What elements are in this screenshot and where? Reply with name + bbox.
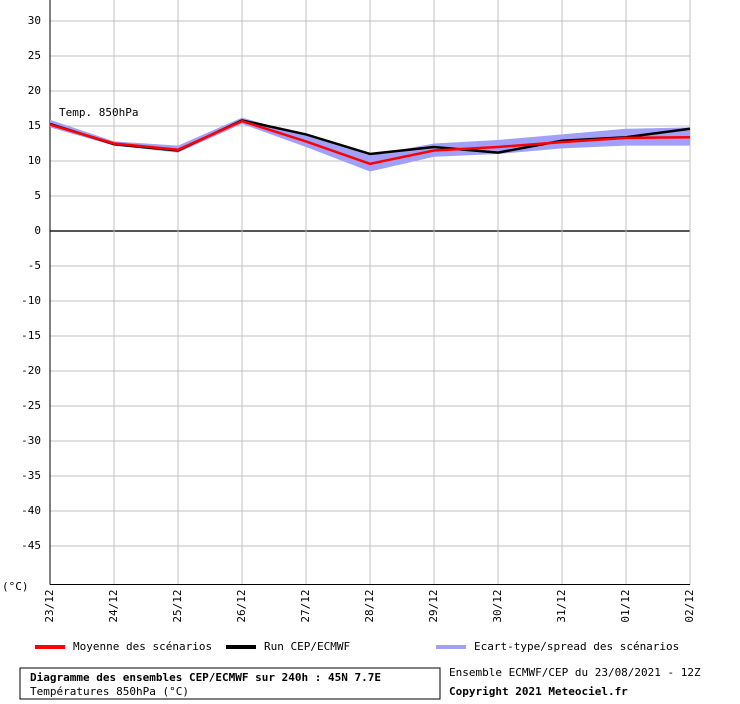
x-tick-label: 30/12 [491,590,504,623]
footer-box [19,667,441,700]
y-tick-label: 0 [34,224,41,237]
x-tick-label: 24/12 [107,590,120,623]
y-tick-label: -35 [21,469,41,482]
footer-title: Diagramme des ensembles CEP/ECMWF sur 24… [30,671,381,684]
y-axis-label: (°C) [2,580,29,593]
y-tick-label: -45 [21,539,41,552]
x-tick-label: 23/12 [43,590,56,623]
series-line [49,119,691,166]
y-tick-label: -25 [21,399,41,412]
x-tick-label: 01/12 [619,590,632,623]
legend-label: Ecart-type/spread des scénarios [474,640,679,653]
x-tick-label: 29/12 [427,590,440,623]
y-tick-label: -40 [21,504,41,517]
y-tick-label: -20 [21,364,41,377]
y-tick-label: -15 [21,329,41,342]
y-tick-label: 25 [28,49,41,62]
spread-band [50,117,690,172]
y-tick-label: 10 [28,154,41,167]
y-tick-label: -30 [21,434,41,447]
y-tick-label: 15 [28,119,41,132]
legend-label: Moyenne des scénarios [73,640,212,653]
x-tick-label: 02/12 [683,590,696,623]
footer-subtitle: Températures 850hPa (°C) [30,685,189,698]
y-tick-label: -10 [21,294,41,307]
x-tick-label: 31/12 [555,590,568,623]
x-tick-label: 27/12 [299,590,312,623]
y-tick-label: -5 [28,259,41,272]
x-tick-label: 26/12 [235,590,248,623]
footer-run: Ensemble ECMWF/CEP du 23/08/2021 - 12Z [449,666,701,679]
y-tick-label: 20 [28,84,41,97]
legend-label: Run CEP/ECMWF [264,640,350,653]
x-tick-label: 28/12 [363,590,376,623]
y-tick-label: 5 [34,189,41,202]
y-tick-label: 30 [28,14,41,27]
x-tick-label: 25/12 [171,590,184,623]
footer-copyright: Copyright 2021 Meteociel.fr [449,685,628,698]
annotation: Temp. 850hPa [59,106,138,119]
